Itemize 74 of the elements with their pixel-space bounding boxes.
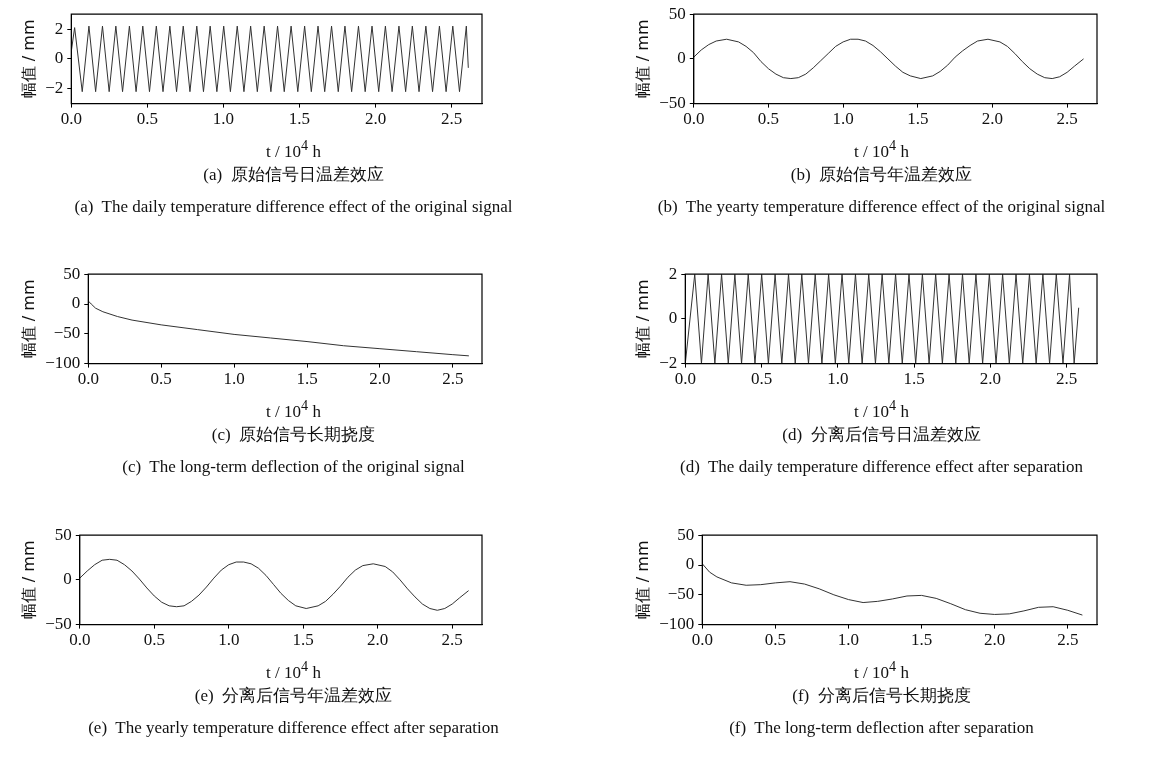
x-axis-title: t / 10$^{4}$ h	[265, 657, 322, 682]
x-tick-label: 1.5	[907, 109, 929, 129]
y-axis-title: 幅值 / mm	[632, 540, 652, 620]
y-tick-label: −50	[45, 614, 72, 634]
x-tick-label: 1.0	[212, 109, 235, 129]
text: (a) The daily temperature difference effect of the original signal	[73, 196, 514, 218]
y-axis-title: 幅值 / mm	[18, 19, 38, 99]
x-tick-label: 1.5	[288, 109, 311, 129]
x-tick-label: 1.0	[223, 369, 245, 389]
y-axis-title: 幅值 / mm	[632, 19, 652, 99]
x-tick-label: 1.5	[903, 369, 925, 389]
y-tick-label: 50	[54, 524, 72, 544]
text: (f) The long-term deflection after separation	[728, 717, 1035, 739]
y-tick-label: 50	[668, 3, 686, 23]
text: (d) 分离后信号日温差效应	[782, 425, 981, 444]
text: (c) 原始信号长期挠度	[211, 425, 376, 444]
y-tick-label: 50	[677, 524, 695, 544]
y-tick-label: 2	[54, 18, 64, 38]
x-tick-label: 0.0	[683, 109, 705, 129]
text: (d) The daily temperature difference effect after separation	[678, 456, 1085, 478]
x-tick-label: 2.0	[367, 630, 389, 650]
x-tick-label: 0.5	[764, 630, 787, 650]
x-axis-title: t / 10$^{4}$ h	[265, 136, 322, 161]
y-tick-label: −50	[659, 93, 686, 113]
x-tick-label: 2.5	[440, 109, 463, 129]
x-tick-label: 1.5	[292, 630, 314, 650]
x-tick-label: 2.5	[441, 630, 463, 650]
y-tick-label: 0	[71, 293, 81, 313]
y-tick-label: −50	[53, 323, 81, 343]
x-tick-label: 2.0	[981, 109, 1004, 129]
x-tick-label: 1.0	[827, 369, 849, 389]
y-tick-label: 0	[677, 48, 686, 68]
y-tick-label: 0	[54, 48, 64, 68]
x-tick-label: 0.5	[757, 109, 780, 129]
y-tick-label: 2	[668, 263, 678, 283]
x-tick-label: 1.0	[832, 109, 854, 129]
text: (c) The long-term deflection of the original signal	[121, 456, 466, 478]
y-axis-title: 幅值 / mm	[18, 540, 38, 620]
x-tick-label: 0.5	[143, 630, 165, 650]
x-tick-label: 2.5	[1056, 109, 1078, 129]
x-axis-title: t / 10$^{4}$ h	[853, 657, 910, 682]
x-tick-label: 0.0	[60, 109, 82, 129]
x-tick-label: 2.0	[369, 369, 391, 389]
y-tick-label: 50	[63, 263, 81, 283]
x-tick-label: 2.5	[442, 369, 464, 389]
x-axis-title: t / 10$^{4}$ h	[853, 136, 910, 161]
text: (e) The yearly temperature difference effect after separation	[87, 717, 500, 739]
text: (b) 原始信号年温差效应	[790, 165, 973, 184]
x-tick-label: 1.0	[218, 630, 240, 650]
x-tick-label: 2.5	[1057, 630, 1079, 650]
text: (a) 原始信号日温差效应	[203, 165, 384, 184]
x-tick-label: 1.5	[910, 630, 933, 650]
y-tick-label: 0	[685, 554, 695, 574]
y-tick-label: −50	[667, 584, 695, 604]
x-tick-label: 2.0	[979, 369, 1001, 389]
x-axis-title: t / 10$^{4}$ h	[265, 396, 322, 421]
x-tick-label: 2.5	[1055, 369, 1078, 389]
y-axis-title: 幅值 / mm	[18, 279, 38, 359]
text: (f) 分离后信号长期挠度	[792, 686, 971, 705]
y-tick-label: 0	[668, 308, 678, 328]
y-tick-label: −2	[45, 78, 64, 98]
x-tick-label: 0.5	[136, 109, 158, 129]
y-axis-title: 幅值 / mm	[632, 279, 652, 359]
y-tick-label: 0	[63, 569, 72, 589]
x-tick-label: 0.5	[150, 369, 172, 389]
x-tick-label: 1.0	[837, 630, 860, 650]
x-tick-label: 1.5	[296, 369, 318, 389]
x-tick-label: 2.0	[984, 630, 1006, 650]
x-tick-label: 0.0	[69, 630, 91, 650]
text: (b) The yearty temperature difference effect of the original signal	[656, 196, 1107, 218]
x-tick-label: 0.5	[750, 369, 773, 389]
x-axis-title: t / 10$^{4}$ h	[853, 396, 910, 421]
text: (e) 分离后信号年温差效应	[194, 686, 393, 705]
x-tick-label: 2.0	[364, 109, 387, 129]
